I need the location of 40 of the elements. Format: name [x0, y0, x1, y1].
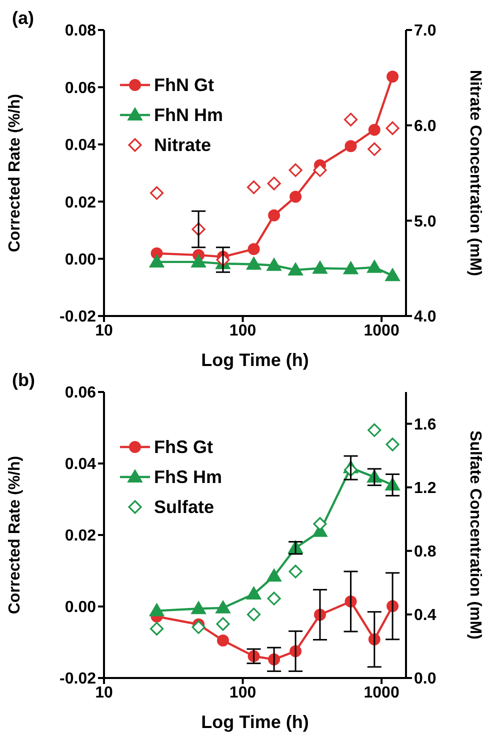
y-tick-label: 0.06: [64, 80, 96, 97]
y-axis-title: Corrected Rate (%/h): [6, 94, 24, 252]
x-tick-label: 10: [95, 322, 113, 340]
y2-tick-label: 5.0: [414, 213, 436, 230]
x-tick-label: 100: [229, 322, 256, 340]
y-tick-label: 0.08: [64, 22, 96, 40]
legend-label: FhN Gt: [154, 74, 214, 96]
legend-label: FhS Hm: [154, 466, 222, 488]
y2-axis-title: Nitrate Concentration (mM): [466, 70, 484, 276]
y-tick-label: 0.04: [64, 137, 96, 154]
x-tick-label: 100: [229, 684, 256, 702]
y2-axis-title: Sulfate Concentration (mM): [466, 430, 484, 640]
y-tick-label: -0.02: [60, 308, 96, 326]
y2-tick-label: 6.0: [414, 118, 436, 136]
y-axis-title: Corrected Rate (%/h): [6, 456, 24, 614]
legend-label: Sulfate: [154, 496, 214, 518]
chart-title: (b): [12, 370, 35, 391]
legend-label: Nitrate: [154, 134, 212, 156]
y2-tick-label: 0.4: [414, 607, 436, 624]
y-tick-label: 0.06: [64, 384, 96, 402]
y2-tick-label: 1.6: [414, 416, 436, 434]
y-tick-label: -0.02: [60, 670, 96, 688]
y2-tick-label: 7.0: [414, 22, 436, 40]
x-axis-title: Log Time (h): [201, 712, 309, 732]
legend-label: FhN Hm: [154, 104, 223, 126]
x-tick-label: 1000: [364, 322, 400, 340]
x-axis-title: Log Time (h): [201, 350, 309, 370]
y-tick-label: 0.02: [64, 528, 96, 545]
legend-label: FhS Gt: [154, 436, 213, 458]
y2-tick-label: 4.0: [414, 308, 436, 326]
y-tick-label: 0.02: [64, 194, 96, 212]
y-tick-label: 0.00: [64, 599, 96, 616]
y2-tick-label: 0.0: [414, 670, 436, 688]
y2-tick-label: 0.8: [414, 544, 436, 561]
x-tick-label: 1000: [364, 684, 400, 702]
y-tick-label: 0.04: [64, 456, 96, 474]
y-tick-label: 0.00: [64, 251, 96, 268]
chart-title: (a): [12, 8, 34, 29]
x-tick-label: 10: [95, 684, 113, 702]
y2-tick-label: 1.2: [414, 480, 436, 498]
